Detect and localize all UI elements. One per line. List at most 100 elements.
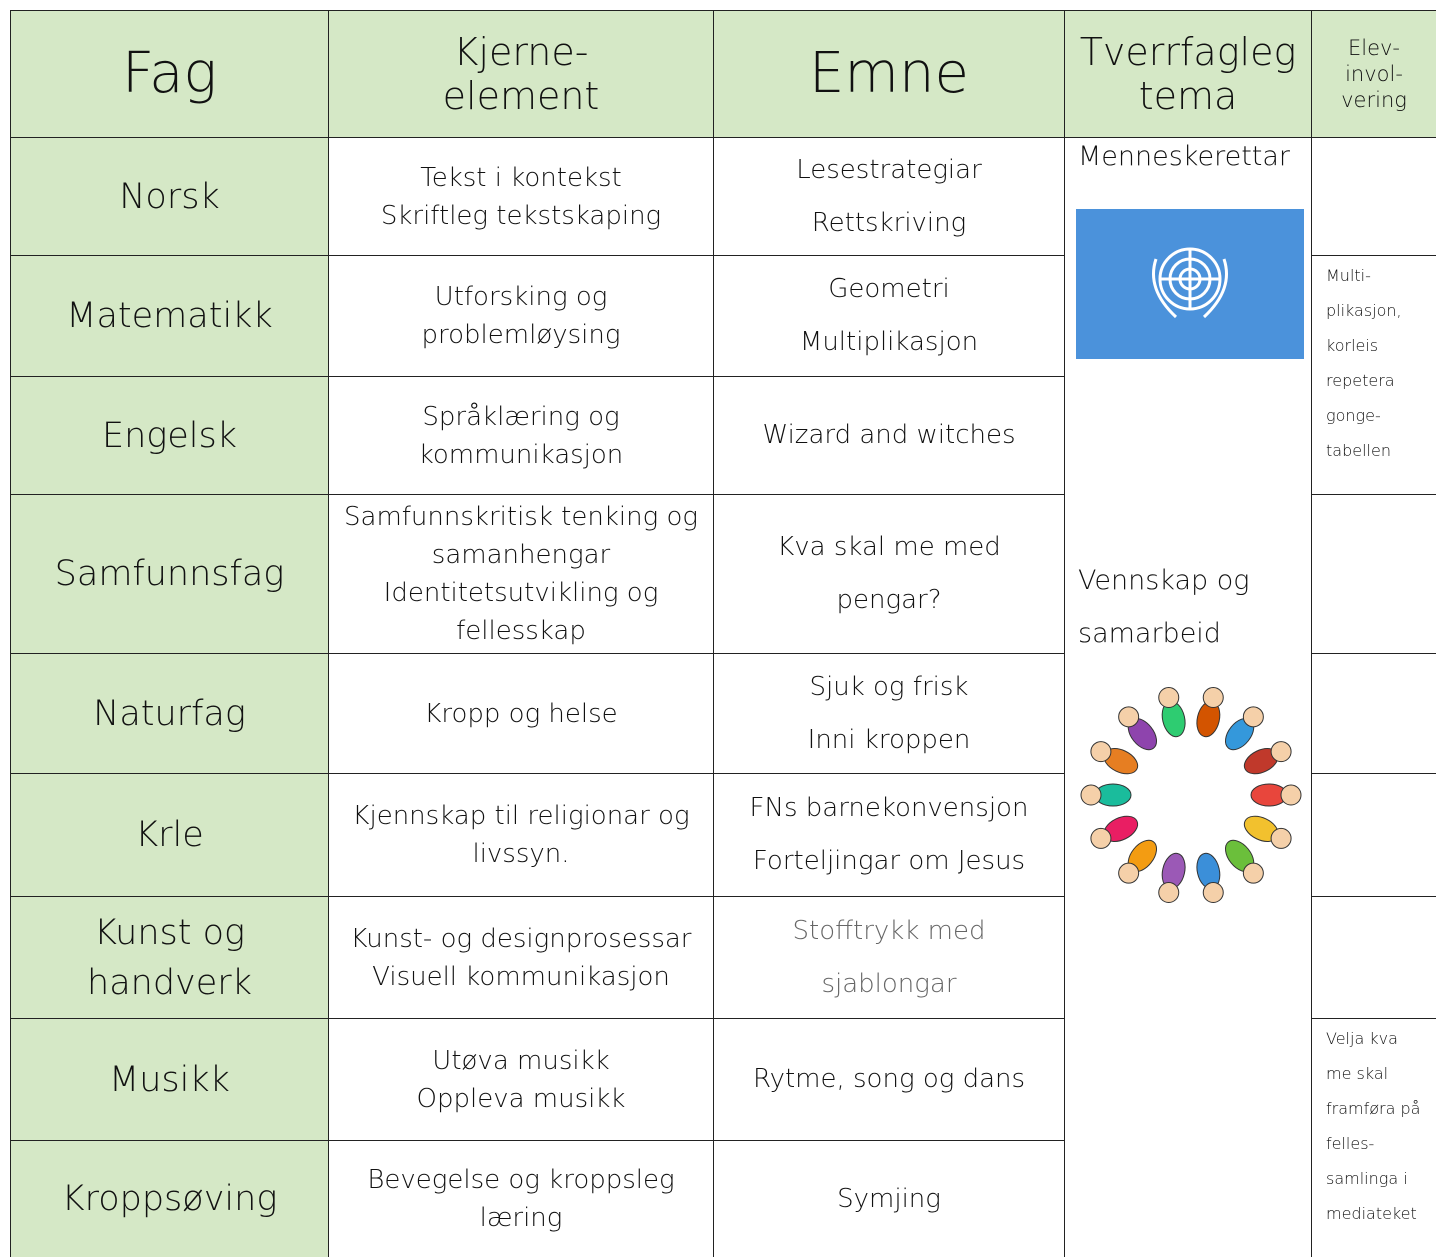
un-flag [1076, 209, 1304, 359]
theme-line: Vennskap og [1078, 565, 1250, 596]
child-head [1280, 784, 1302, 806]
header-cell: Tverrfagleg tema [1064, 10, 1312, 138]
involvement-cell [1311, 896, 1436, 1019]
topic-cell: Geometri Multiplikasjon [713, 255, 1065, 377]
child-head [1080, 784, 1102, 806]
subject-cell: Kroppsøving [10, 1140, 329, 1257]
core-element-cell: Kunst- og designprosessar Visuell kommuni… [328, 896, 714, 1019]
involvement-text: samlinga i [1326, 1169, 1408, 1188]
theme-text: Vennskap og samarbeid [1078, 554, 1249, 660]
involvement-text: gonge- [1326, 406, 1381, 425]
involvement-text: korleis [1326, 336, 1379, 355]
core-element-text: kommunikasjon [418, 439, 624, 470]
child-head [1270, 741, 1292, 763]
topic-text: FNs barnekonvensjon [749, 793, 1029, 823]
core-element-cell: Utforsking og problemløysing [328, 255, 714, 377]
header-text: invol- [1345, 62, 1403, 86]
topic-cell: Kva skal me med pengar? [713, 494, 1065, 654]
core-element-text: fellesskap [456, 616, 586, 646]
topic-text: sjablongar [821, 968, 957, 999]
involvement-text: plikasjon, [1326, 301, 1402, 320]
subject-name: Engelsk [101, 415, 238, 456]
subject-name: Krle [135, 815, 204, 855]
topic-text: Rettskriving [811, 207, 967, 238]
core-element-cell: Utøva musikk Oppleva musikk [328, 1018, 714, 1141]
subject-name: Kunst og [93, 912, 246, 953]
header-text: Fag [122, 41, 217, 106]
subject-name: Naturfag [93, 693, 246, 734]
topic-cell: Sjuk og frisk Inni kroppen [713, 653, 1065, 774]
child-head [1158, 881, 1180, 903]
header-text: Emne [809, 41, 969, 106]
header-text: vering [1341, 88, 1407, 112]
subject-cell: Matematikk [10, 255, 329, 377]
header-text: element [442, 74, 600, 118]
child-head [1158, 687, 1180, 709]
involvement-text: repetera [1326, 371, 1395, 390]
header-text: tema [1138, 74, 1238, 118]
topic-text: Rytme, song og dans [752, 1064, 1026, 1094]
child-head [1242, 706, 1264, 728]
topic-text: Inni kroppen [807, 724, 971, 755]
involvement-text: tabellen [1326, 441, 1391, 460]
involvement-cell [1311, 653, 1436, 774]
involvement-cell [1311, 494, 1436, 654]
topic-text: Symjing [837, 1183, 941, 1214]
involvement-text: framføra på [1326, 1099, 1421, 1118]
child-head [1090, 741, 1112, 763]
core-element-text: Bevegelse og kroppsleg [367, 1165, 675, 1195]
theme-text: Menneskerettar [1078, 130, 1290, 183]
topic-text: Lesestrategiar [796, 154, 982, 185]
core-element-text: samanhengar [431, 540, 611, 570]
subject-cell: Samfunnsfag [10, 494, 329, 654]
core-element-text: Visuell kommunikasjon [372, 961, 670, 992]
subject-name: Kroppsøving [61, 1179, 278, 1219]
topic-text: Geometri [828, 274, 950, 304]
core-element-text: Språklæring og [422, 401, 620, 432]
subject-name: Musikk [109, 1059, 230, 1100]
theme-line: samarbeid [1078, 618, 1221, 649]
topic-text: Multiplikasjon [799, 327, 979, 357]
core-element-text: Samfunnskritisk tenking og [344, 502, 698, 532]
header-cell: Elev-invol-vering [1311, 10, 1436, 138]
involvement-cell [1311, 137, 1436, 256]
involvement-text: me skal [1326, 1064, 1389, 1083]
core-element-text: livssyn. [472, 839, 570, 869]
core-element-cell: Språklæring og kommunikasjon [328, 376, 714, 495]
topic-text: Kva skal me med [777, 532, 1001, 562]
topic-text: Sjuk og frisk [809, 671, 969, 702]
header-cell: Kjerne-element [328, 10, 714, 138]
core-element-text: problemløysing [421, 320, 621, 350]
theme-line: Menneskerettar [1078, 141, 1291, 172]
subject-name: Samfunnsfag [54, 554, 285, 594]
core-element-text: Oppleva musikk [416, 1083, 626, 1114]
core-element-text: Utøva musikk [432, 1045, 610, 1076]
topic-cell: Stofftrykk med sjablongar [713, 896, 1065, 1019]
subject-name: handverk [87, 962, 252, 1003]
topic-cell: Lesestrategiar Rettskriving [713, 137, 1065, 256]
subject-cell: Krle [10, 773, 329, 897]
subject-cell: Kunst og handverk [10, 896, 329, 1019]
core-element-text: Kropp og helse [424, 698, 618, 729]
topic-cell: Rytme, song og dans [713, 1018, 1065, 1141]
topic-text: Wizard and witches [762, 420, 1016, 450]
core-element-cell: Samfunnskritisk tenking og samanhengar Ide… [328, 494, 714, 654]
core-element-cell: Tekst i kontekst Skriftleg tekstskaping [328, 137, 714, 256]
header-cell: Fag [10, 10, 329, 138]
subject-cell: Musikk [10, 1018, 329, 1141]
topic-cell: Wizard and witches [713, 376, 1065, 495]
core-element-text: Skriftleg tekstskaping [380, 200, 662, 231]
core-element-cell: Bevegelse og kroppsleg læring [328, 1140, 714, 1257]
subject-name: Matematikk [66, 296, 273, 336]
involvement-text: Velja kva [1326, 1029, 1398, 1048]
header-text: Tverrfagleg [1079, 30, 1297, 74]
header-text: Kjerne- [453, 30, 589, 74]
child-head [1202, 881, 1224, 903]
child-head [1090, 827, 1112, 849]
child-head [1270, 827, 1292, 849]
core-element-text: Identitetsutvikling og [383, 578, 659, 608]
header-text: Elev- [1347, 36, 1401, 60]
child-head [1242, 862, 1264, 884]
topic-text: pengar? [836, 585, 942, 615]
